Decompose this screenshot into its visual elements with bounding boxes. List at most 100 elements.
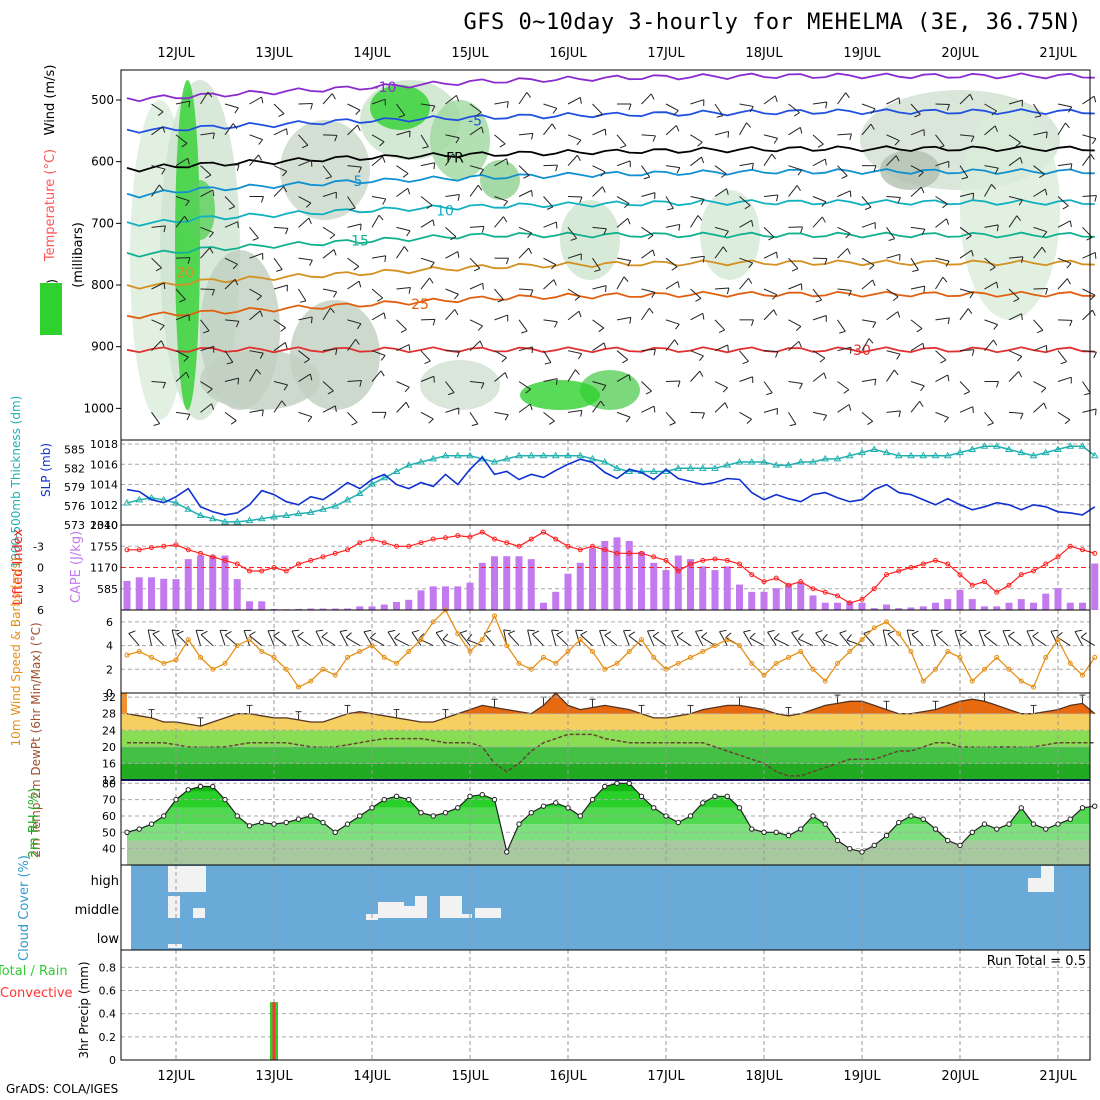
pressure-axis-label: (millibars) bbox=[71, 222, 86, 288]
cape-bar bbox=[907, 607, 915, 610]
wind-barb-flag bbox=[506, 101, 509, 108]
wind-barb-flag bbox=[335, 348, 338, 356]
wind-barb bbox=[420, 162, 435, 167]
cape-bar bbox=[1091, 563, 1099, 610]
wind-barb-flag bbox=[798, 341, 802, 348]
lifted-index-point bbox=[320, 554, 326, 560]
rh-tick-label: 70 bbox=[102, 794, 116, 807]
wind-barb-flag bbox=[722, 246, 728, 253]
temp-line bbox=[126, 692, 1096, 727]
wind-barb-flag bbox=[258, 154, 263, 161]
wind-barb bbox=[249, 288, 262, 297]
wind-barb-flag bbox=[504, 414, 509, 421]
wind-barb-flag bbox=[722, 387, 728, 393]
surface-wind-barb bbox=[1074, 631, 1083, 646]
cape-bar bbox=[1030, 602, 1037, 610]
temp-tick-label: 24 bbox=[102, 724, 116, 737]
wind-barb bbox=[273, 257, 283, 270]
surface-wind-barb bbox=[1032, 635, 1047, 646]
rh-point bbox=[896, 819, 902, 826]
isotherm-label: 20 bbox=[176, 266, 194, 282]
cape-bar bbox=[491, 556, 498, 610]
wind-barb bbox=[445, 226, 457, 238]
rh-point bbox=[761, 829, 767, 836]
thickness-point bbox=[943, 451, 952, 459]
wind-barb bbox=[298, 257, 313, 261]
wind-barb-flag bbox=[991, 184, 997, 190]
wind-speed-point bbox=[1006, 666, 1012, 672]
wind-speed-point bbox=[345, 654, 350, 660]
temp-band bbox=[121, 763, 1090, 780]
wind-barb bbox=[151, 319, 165, 326]
lifted-index-point bbox=[994, 589, 1000, 595]
wind-barb bbox=[1057, 278, 1068, 290]
precip-convective-bar bbox=[272, 1002, 276, 1060]
wind-barb-flag bbox=[424, 360, 431, 365]
cape-tick-label: 1755 bbox=[90, 540, 118, 553]
wind-barb bbox=[518, 288, 534, 291]
lifted-index-point bbox=[675, 568, 681, 574]
surface-wind-barb bbox=[767, 631, 777, 646]
wind-barb-flag bbox=[1045, 288, 1048, 295]
wind-barb-flag bbox=[972, 193, 975, 200]
rh-point bbox=[295, 816, 302, 822]
wind-speed-point bbox=[614, 660, 620, 666]
wind-barb bbox=[665, 103, 679, 112]
wind-barb bbox=[151, 225, 166, 228]
wind-barb bbox=[518, 346, 533, 352]
cape-bar bbox=[1017, 599, 1025, 610]
thickness-tick-label: 585 bbox=[64, 443, 85, 456]
wind-barb-flag bbox=[387, 629, 396, 633]
wind-barb bbox=[714, 165, 727, 175]
wind-barb-flag bbox=[946, 104, 950, 111]
wind-barb-flag bbox=[471, 423, 478, 427]
rh-point bbox=[222, 796, 228, 803]
wind-barb bbox=[567, 409, 582, 413]
cape-bar bbox=[944, 599, 952, 610]
wind-barb-flag bbox=[360, 223, 362, 231]
surface-wind-barb bbox=[647, 630, 655, 646]
surface-wind-barb bbox=[551, 629, 557, 646]
wind-barb bbox=[445, 407, 459, 413]
rh-point bbox=[859, 849, 865, 855]
surface-wind-barb bbox=[773, 638, 789, 647]
wind-barb-flag bbox=[570, 237, 577, 241]
wind-barb-flag bbox=[457, 194, 460, 201]
wind-barb-flag bbox=[841, 175, 848, 179]
wind-barb bbox=[371, 312, 385, 321]
wind-barb-flag bbox=[645, 390, 652, 395]
lifted-index-point bbox=[982, 579, 987, 585]
cape-bar bbox=[772, 588, 780, 610]
wind-barb bbox=[224, 123, 234, 136]
wind-barb-flag bbox=[911, 630, 919, 635]
wind-barb bbox=[1008, 371, 1020, 382]
li-tick-label: -3 bbox=[33, 540, 44, 553]
surface-wind-barb bbox=[267, 630, 275, 646]
wind-barb-flag bbox=[431, 105, 436, 112]
wind-barb-flag bbox=[883, 629, 891, 632]
wind-barb-flag bbox=[987, 422, 994, 426]
surface-wind-barb bbox=[387, 631, 397, 646]
wind-barb-flag bbox=[1015, 142, 1021, 147]
rh-point bbox=[565, 805, 571, 811]
wind-barb-flag bbox=[619, 145, 627, 149]
wind-barb bbox=[788, 381, 803, 384]
wind-barb-flag bbox=[351, 421, 358, 426]
wind-barb-flag bbox=[603, 342, 607, 350]
surface-wind-barb bbox=[935, 634, 949, 646]
wind-barb-flag bbox=[404, 386, 410, 393]
lifted-index-point bbox=[884, 572, 889, 578]
wind-barb-flag bbox=[907, 629, 915, 632]
wind-barb-flag bbox=[647, 629, 655, 632]
dewpoint-line bbox=[127, 733, 1095, 777]
wind-barb-flag bbox=[503, 216, 508, 223]
wind-barb-flag bbox=[993, 324, 999, 330]
wind-barb-flag bbox=[369, 632, 376, 639]
wind-barb bbox=[886, 410, 901, 413]
wind-barb-flag bbox=[839, 630, 847, 634]
wind-barb bbox=[445, 251, 459, 259]
wind-barb-flag bbox=[848, 404, 852, 411]
wind-barb bbox=[347, 103, 361, 111]
cape-tick-label: 2340 bbox=[90, 519, 118, 532]
wind-barb-flag bbox=[846, 634, 852, 641]
